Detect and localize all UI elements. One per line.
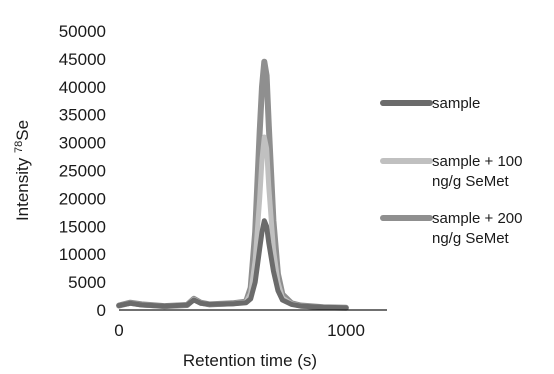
y-tick-label: 50000 <box>59 22 106 41</box>
y-tick-label: 25000 <box>59 162 106 181</box>
y-tick-label: 0 <box>97 301 106 320</box>
legend-label: ng/g SeMet <box>432 173 510 190</box>
legend-entry: sample + 100 ng/g SeMet <box>380 153 522 190</box>
y-tick-label: 5000 <box>68 273 106 292</box>
plot-series <box>116 58 349 311</box>
legend-label: sample + 100 <box>432 153 522 170</box>
y-tick-label: 40000 <box>59 78 106 97</box>
legend-label: sample <box>432 95 480 112</box>
series-line <box>116 218 349 311</box>
y-tick-label: 10000 <box>59 245 106 264</box>
series-line <box>116 58 349 311</box>
legend-label: ng/g SeMet <box>432 230 510 247</box>
x-tick-labels: 0 1000 <box>114 321 365 340</box>
y-axis-title-superscript: 78 <box>13 141 25 153</box>
y-tick-labels: 0 5000 10000 15000 20000 25000 30000 35000 40000… <box>59 22 106 320</box>
y-tick-label: 45000 <box>59 50 106 69</box>
y-axis-title-suffix: Se <box>13 120 32 141</box>
x-tick-label: 0 <box>114 321 123 340</box>
y-axis-title-main: Intensity <box>13 153 32 221</box>
legend-label: sample + 200 <box>432 210 522 227</box>
y-tick-label: 30000 <box>59 134 106 153</box>
legend-entry: sample <box>380 95 480 112</box>
y-axis-title: Intensity 78Se <box>13 120 32 221</box>
y-tick-label: 20000 <box>59 189 106 208</box>
y-tick-label: 15000 <box>59 217 106 236</box>
series-line <box>116 134 349 311</box>
y-tick-label: 35000 <box>59 106 106 125</box>
legend-entry: sample + 200 ng/g SeMet <box>380 210 522 247</box>
x-axis-title: Retention time (s) <box>183 351 317 370</box>
x-tick-label: 1000 <box>327 321 365 340</box>
